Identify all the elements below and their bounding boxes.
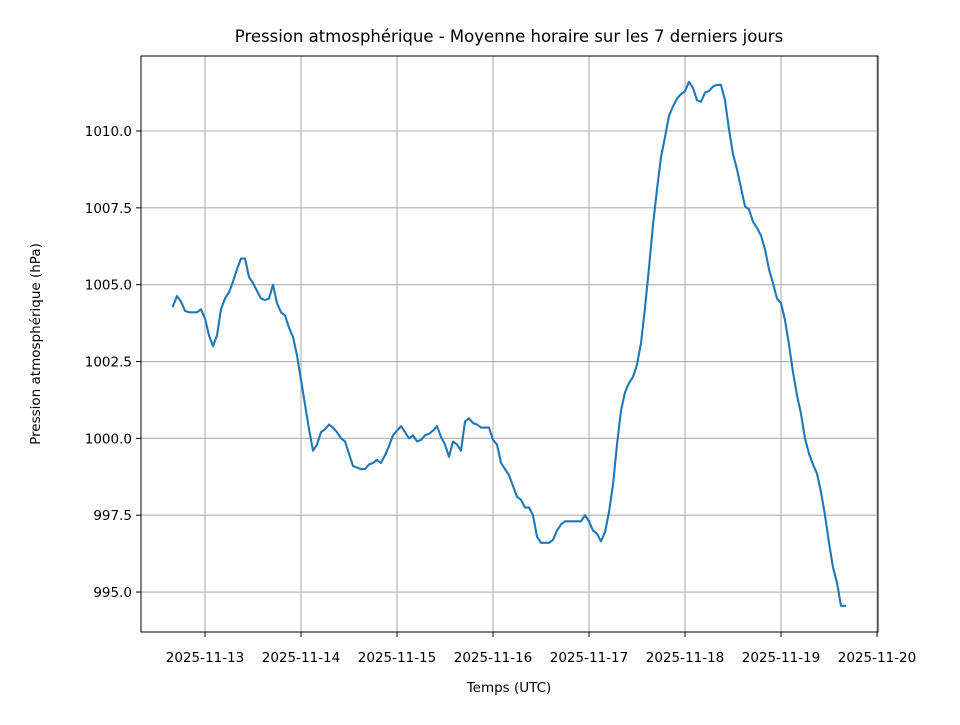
grid [141, 56, 878, 632]
x-tick-label: 2025-11-15 [358, 650, 436, 666]
y-tick-label: 995.0 [93, 585, 132, 601]
x-tick-label: 2025-11-19 [742, 650, 820, 666]
plot-frame [141, 56, 878, 632]
y-axis-label: Pression atmosphérique (hPa) [28, 243, 44, 445]
x-axis-label: Temps (UTC) [466, 680, 552, 696]
x-tick-label: 2025-11-17 [550, 650, 628, 666]
y-tick-label: 1002.5 [85, 355, 132, 371]
y-axis-ticks: 995.0 997.5 1000.0 1002.5 1005.0 1007.5 1010.0 [85, 124, 141, 601]
y-tick-label: 1005.0 [85, 278, 132, 294]
x-axis-ticks: 2025-11-13 2025-11-14 2025-11-15 2025-11-16… [166, 632, 916, 666]
x-tick-label: 2025-11-14 [262, 650, 340, 666]
series-group [173, 82, 845, 606]
chart-title: Pression atmosphérique - Moyenne horaire… [235, 27, 783, 46]
y-tick-label: 1007.5 [85, 201, 132, 217]
y-tick-label: 1000.0 [85, 431, 132, 447]
series-line [173, 82, 845, 606]
y-tick-label: 997.5 [93, 508, 132, 524]
x-tick-label: 2025-11-16 [454, 650, 532, 666]
x-tick-label: 2025-11-20 [838, 650, 916, 666]
x-tick-label: 2025-11-18 [646, 650, 724, 666]
x-tick-label: 2025-11-13 [166, 650, 244, 666]
y-tick-label: 1010.0 [85, 124, 132, 140]
